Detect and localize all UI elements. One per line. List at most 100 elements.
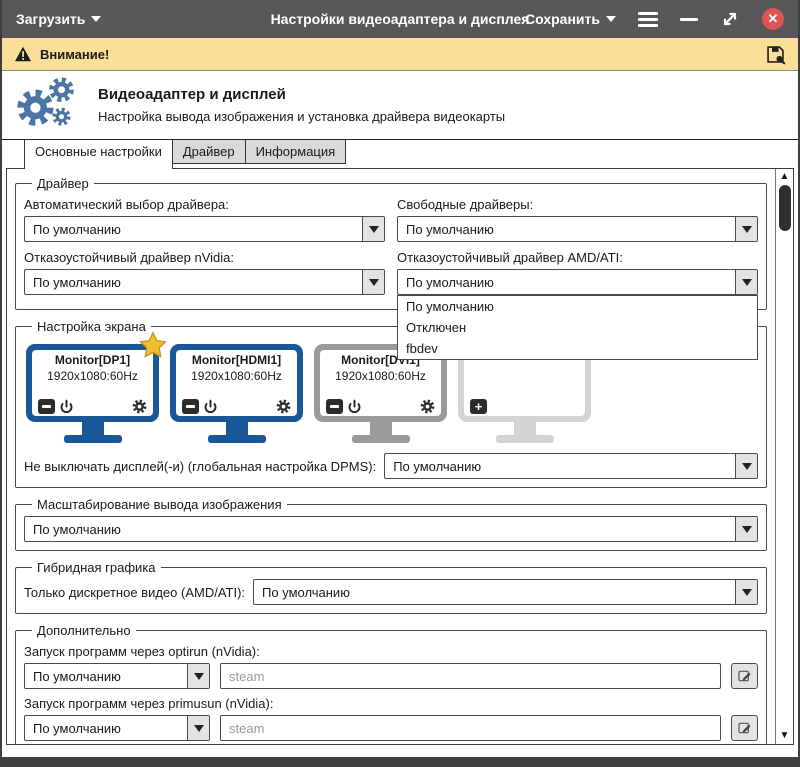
auto-driver-select[interactable]: По умолчанию: [24, 216, 385, 242]
dropdown-arrow-icon: [362, 270, 384, 294]
failsafe-amd-value: По умолчанию: [406, 275, 494, 290]
page-title: Видеоадаптер и дисплей: [98, 86, 286, 103]
save-menu-label: Сохранить: [525, 11, 600, 27]
dropdown-option[interactable]: Отключен: [406, 320, 467, 335]
load-menu-button[interactable]: Загрузить: [16, 11, 102, 27]
free-drivers-value: По умолчанию: [406, 222, 494, 237]
vertical-scrollbar[interactable]: ▲ ▼: [775, 169, 793, 744]
warning-text: Внимание!: [40, 46, 110, 62]
tab-pane: Драйвер Автоматический выбор драйвера: П…: [6, 168, 794, 745]
save-file-button[interactable]: [765, 44, 786, 65]
scaling-value: По умолчанию: [33, 522, 121, 537]
optirun-edit-button[interactable]: [731, 663, 758, 689]
scroll-down-button[interactable]: ▼: [779, 730, 790, 741]
scroll-content: Драйвер Автоматический выбор драйвера: П…: [7, 169, 775, 744]
expand-icon: [723, 12, 737, 26]
chevron-down-icon: [91, 16, 102, 22]
optirun-value: По умолчанию: [33, 669, 121, 684]
dpms-select[interactable]: По умолчанию: [384, 453, 758, 479]
gears-app-icon: [12, 75, 84, 135]
floppy-save-icon: [767, 45, 786, 64]
monitor-name: Monitor[HDMI1]: [191, 353, 282, 367]
monitor-resolution: 1920x1080:60Hz: [335, 369, 426, 383]
titlebar: Настройки видеоадаптера и дисплея Загруз…: [2, 0, 798, 38]
chevron-down-icon: [606, 16, 616, 22]
primusrun-select[interactable]: По умолчанию: [24, 715, 210, 741]
group-screen-legend: Настройка экрана: [37, 319, 146, 334]
tab-basic-settings[interactable]: Основные настройки: [24, 140, 173, 169]
minus-icon[interactable]: [38, 399, 55, 414]
auto-driver-label: Автоматический выбор драйвера:: [24, 197, 229, 212]
dropdown-option[interactable]: fbdev: [406, 341, 438, 356]
failsafe-nvidia-value: По умолчанию: [33, 275, 121, 290]
power-icon[interactable]: [203, 399, 218, 414]
page-subtitle: Настройка вывода изображения и установка…: [98, 109, 506, 124]
primusrun-command-input[interactable]: [220, 715, 721, 741]
tab-information[interactable]: Информация: [244, 140, 347, 164]
warning-banner: Внимание!: [2, 38, 798, 71]
scaling-select[interactable]: По умолчанию: [24, 516, 758, 542]
monitor-resolution: 1920x1080:60Hz: [47, 369, 138, 383]
monitor-name: Monitor[DP1]: [54, 353, 131, 367]
gear-icon[interactable]: [276, 399, 291, 414]
app-header: Видеоадаптер и дисплей Настройка вывода …: [2, 71, 798, 140]
optirun-select[interactable]: По умолчанию: [24, 663, 210, 689]
gear-icon[interactable]: [132, 399, 147, 414]
discrete-video-label: Только дискретное видео (AMD/ATI):: [24, 584, 246, 600]
free-drivers-select[interactable]: По умолчанию: [397, 216, 758, 242]
dropdown-arrow-icon: [735, 580, 757, 604]
monitor-hdmi1[interactable]: Monitor[HDMI1] 1920x1080:60Hz: [170, 344, 303, 443]
menu-icon[interactable]: [638, 11, 658, 27]
failsafe-amd-select[interactable]: По умолчанию: [397, 269, 758, 295]
save-menu-button[interactable]: Сохранить: [525, 11, 616, 27]
auto-driver-value: По умолчанию: [33, 222, 121, 237]
dropdown-arrow-icon: [187, 716, 209, 740]
free-drivers-label: Свободные драйверы:: [397, 197, 534, 212]
power-icon[interactable]: [347, 399, 362, 414]
warning-icon: [15, 46, 31, 62]
pencil-icon: [737, 722, 751, 734]
pencil-icon: [737, 670, 751, 682]
minus-icon[interactable]: [182, 399, 199, 414]
failsafe-amd-label: Отказоустойчивый драйвер AMD/ATI:: [397, 250, 623, 265]
tab-driver[interactable]: Драйвер: [171, 140, 246, 164]
window-bottom-frame: [2, 757, 798, 767]
primusrun-label: Запуск программ через primusun (nVidia):: [24, 696, 274, 711]
monitor-row: Monitor[DP1] 1920x1080:60Hz: [26, 332, 756, 443]
scroll-thumb[interactable]: [778, 185, 791, 231]
close-button[interactable]: ✕: [762, 8, 784, 30]
scroll-up-button[interactable]: ▲: [779, 171, 790, 182]
monitor-dp1[interactable]: Monitor[DP1] 1920x1080:60Hz: [26, 332, 167, 443]
group-driver-legend: Драйвер: [37, 176, 89, 191]
optirun-command-input[interactable]: [220, 663, 721, 689]
plus-icon[interactable]: +: [470, 399, 487, 414]
monitor-dvi1[interactable]: Monitor[DVI1] 1920x1080:60Hz: [314, 344, 447, 443]
primusrun-edit-button[interactable]: [731, 715, 758, 741]
dropdown-option[interactable]: По умолчанию: [406, 299, 494, 314]
primusrun-value: По умолчанию: [33, 721, 121, 736]
dropdown-arrow-icon: [735, 517, 757, 541]
minus-icon[interactable]: [326, 399, 343, 414]
load-menu-label: Загрузить: [16, 11, 86, 27]
failsafe-amd-dropdown-list: По умолчанию Отключен fbdev: [397, 295, 758, 360]
power-icon[interactable]: [59, 399, 74, 414]
discrete-video-select[interactable]: По умолчанию: [253, 579, 758, 605]
gear-icon[interactable]: [420, 399, 435, 414]
discrete-video-value: По умолчанию: [262, 585, 350, 600]
group-scaling: Масштабирование вывода изображения По ум…: [15, 497, 767, 551]
minimize-button[interactable]: [680, 17, 698, 21]
dropdown-arrow-icon: [735, 217, 757, 241]
group-screen: Настройка экрана Monitor[DP1] 1920x1080:…: [15, 319, 767, 488]
tab-bar: Основные настройки Драйвер Информация: [2, 140, 798, 169]
maximize-button[interactable]: [720, 9, 740, 29]
horizontal-scrollbar[interactable]: [6, 745, 794, 757]
group-hybrid: Гибридная графика Только дискретное виде…: [15, 560, 767, 614]
star-primary-icon: [139, 332, 167, 358]
dropdown-arrow-icon: [735, 270, 757, 294]
failsafe-nvidia-label: Отказоустойчивый драйвер nVidia:: [24, 250, 234, 265]
group-scaling-legend: Масштабирование вывода изображения: [37, 497, 282, 512]
group-extra: Дополнительно Запуск программ через opti…: [15, 623, 767, 744]
failsafe-nvidia-select[interactable]: По умолчанию: [24, 269, 385, 295]
dpms-value: По умолчанию: [393, 459, 482, 474]
